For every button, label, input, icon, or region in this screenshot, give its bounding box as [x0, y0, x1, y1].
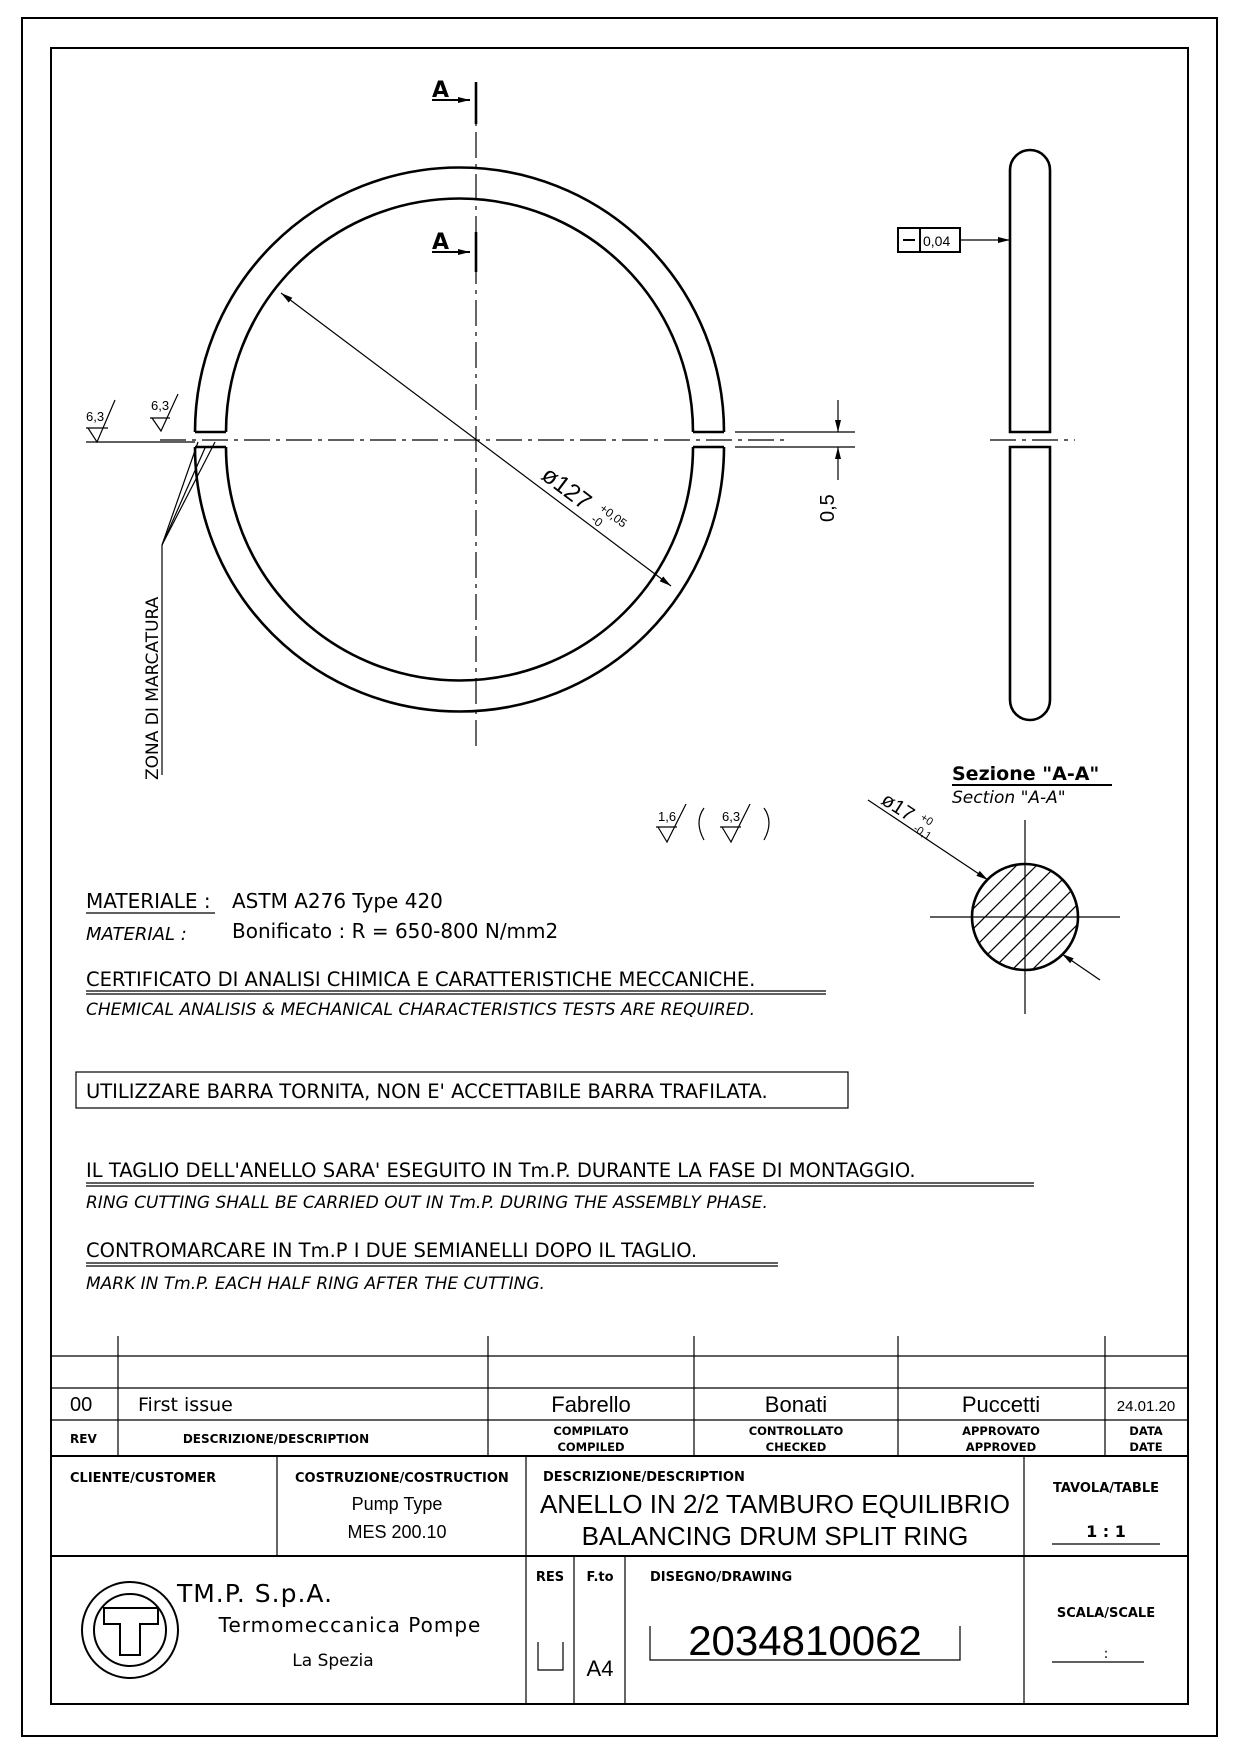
- approved-by: Puccetti: [962, 1392, 1040, 1417]
- drawing-number-box: [649, 1626, 961, 1661]
- revision-table: [51, 1336, 1188, 1457]
- section-diameter-dimension: ø17 +0 -0,1: [877, 789, 935, 843]
- table-value: 1 : 1: [1086, 1522, 1126, 1541]
- material-note: MATERIALE : MATERIAL : ASTM A276 Type 42…: [86, 889, 558, 945]
- svg-text:A: A: [432, 78, 449, 103]
- svg-text:6,3: 6,3: [151, 398, 169, 413]
- res-label: RES: [536, 1570, 564, 1585]
- description-italian: ANELLO IN 2/2 TAMBURO EQUILIBRIO: [540, 1489, 1010, 1519]
- svg-text:1,6: 1,6: [658, 809, 676, 824]
- svg-text:CHEMICAL ANALISIS & MECHANICAL: CHEMICAL ANALISIS & MECHANICAL CHARACTER…: [86, 1000, 755, 1020]
- marking-zone-leaders: [161, 441, 216, 775]
- section-aa-title: Sezione "A-A" Section "A-A": [952, 763, 1112, 808]
- header-approved-en: APPROVED: [966, 1440, 1036, 1454]
- scale-value: :: [1104, 1646, 1109, 1662]
- description-label: DESCRIZIONE/DESCRIPTION: [543, 1470, 745, 1485]
- certificate-note: CERTIFICATO DI ANALISI CHIMICA E CARATTE…: [86, 968, 826, 1020]
- svg-text:6,3: 6,3: [722, 809, 740, 824]
- company-city: La Spezia: [292, 1651, 373, 1671]
- svg-text:MARK IN Tm.P. EACH HALF RING A: MARK IN Tm.P. EACH HALF RING AFTER THE C…: [86, 1274, 545, 1294]
- customer-label: CLIENTE/CUSTOMER: [70, 1471, 216, 1486]
- inner-border: [50, 47, 1189, 1705]
- general-roughness-symbol: 1,6 6,3: [656, 803, 770, 844]
- diameter-dimension-line: [280, 292, 672, 587]
- construction-model: MES 200.10: [347, 1522, 446, 1542]
- header-compiled-en: COMPILED: [557, 1440, 624, 1454]
- header-rev: REV: [70, 1432, 97, 1446]
- header-approved: APPROVATO: [962, 1424, 1040, 1438]
- svg-text:Sezione "A-A": Sezione "A-A": [952, 763, 1099, 785]
- construction-label: COSTRUZIONE/COSTRUCTION: [295, 1471, 509, 1486]
- svg-text:0,5: 0,5: [817, 494, 839, 522]
- table-label: TAVOLA/TABLE: [1053, 1481, 1159, 1496]
- header-checked-en: CHECKED: [766, 1440, 827, 1454]
- svg-text:MATERIALE :: MATERIALE :: [86, 889, 211, 913]
- section-aa-view: [867, 799, 1120, 1014]
- bar-note: UTILIZZARE BARRA TORNITA, NON E' ACCETTA…: [75, 1071, 849, 1109]
- revision-date: 24.01.20: [1117, 1398, 1175, 1415]
- description-english: BALANCING DRUM SPLIT RING: [582, 1521, 969, 1551]
- gap-dimension: 0,5: [735, 400, 855, 522]
- format-value: A4: [587, 1656, 614, 1681]
- svg-text:RING CUTTING SHALL BE CARRIED: RING CUTTING SHALL BE CARRIED OUT IN Tm.…: [86, 1193, 768, 1213]
- compiled-by: Fabrello: [551, 1392, 630, 1417]
- svg-text:0,04: 0,04: [923, 233, 950, 249]
- svg-text:MATERIAL :: MATERIAL :: [86, 924, 187, 945]
- diameter-dimension: ø127 +0,05 -0: [536, 461, 629, 530]
- drawing-label: DISEGNO/DRAWING: [650, 1570, 792, 1585]
- flatness-tolerance-frame: 0,04: [897, 227, 1010, 253]
- ring-side-view: [990, 148, 1075, 722]
- rev-number: 00: [70, 1394, 92, 1416]
- svg-text:CONTROMARCARE IN Tm.P I DUE SE: CONTROMARCARE IN Tm.P I DUE SEMIANELLI D…: [86, 1239, 697, 1262]
- header-checked: CONTROLLATO: [749, 1424, 844, 1438]
- svg-text:IL TAGLIO DELL'ANELLO SARA' ES: IL TAGLIO DELL'ANELLO SARA' ESEGUITO IN …: [86, 1159, 916, 1182]
- res-box: [537, 1642, 564, 1671]
- header-compiled: COMPILATO: [553, 1424, 629, 1438]
- header-description: DESCRIZIONE/DESCRIPTION: [183, 1432, 369, 1446]
- svg-text:A: A: [432, 230, 449, 255]
- rev-description: First issue: [138, 1394, 233, 1416]
- roughness-symbol-left: 6,3 6,3: [86, 393, 195, 444]
- company-full-name: Termomeccanica Pompe: [218, 1613, 482, 1637]
- construction-pump-type: Pump Type: [352, 1494, 443, 1514]
- section-marker-top: A: [432, 78, 478, 124]
- svg-text:CERTIFICATO DI ANALISI CHIMICA: CERTIFICATO DI ANALISI CHIMICA E CARATTE…: [86, 968, 755, 991]
- svg-text:UTILIZZARE BARRA TORNITA, NON: UTILIZZARE BARRA TORNITA, NON E' ACCETTA…: [86, 1080, 768, 1103]
- drawing-number: 2034810062: [688, 1617, 922, 1664]
- ring-front-view: [160, 90, 790, 750]
- section-marker-lower: A: [432, 230, 478, 272]
- checked-by: Bonati: [765, 1392, 827, 1417]
- svg-text:Bonificato : R = 650-800 N/mm2: Bonificato : R = 650-800 N/mm2: [232, 919, 558, 943]
- marking-zone-label: ZONA DI MARCATURA: [143, 596, 163, 780]
- cutting-note: IL TAGLIO DELL'ANELLO SARA' ESEGUITO IN …: [86, 1159, 1034, 1213]
- svg-text:ø17: ø17: [877, 789, 918, 826]
- svg-text:ASTM A276 Type 420: ASTM A276 Type 420: [232, 889, 443, 913]
- header-date-en: DATE: [1129, 1440, 1162, 1454]
- svg-text:+0: +0: [918, 812, 935, 829]
- svg-text:Section "A-A": Section "A-A": [952, 788, 1066, 808]
- outer-border: [21, 17, 1218, 1737]
- scale-label: SCALA/SCALE: [1057, 1606, 1155, 1621]
- format-label: F.to: [586, 1570, 613, 1585]
- svg-text:6,3: 6,3: [86, 409, 104, 424]
- company-name: TM.P. S.p.A.: [176, 1579, 333, 1608]
- title-block-grid: [51, 1456, 1188, 1704]
- company-logo: [81, 1581, 179, 1679]
- header-date: DATA: [1129, 1424, 1163, 1438]
- marking-note: CONTROMARCARE IN Tm.P I DUE SEMIANELLI D…: [86, 1239, 778, 1294]
